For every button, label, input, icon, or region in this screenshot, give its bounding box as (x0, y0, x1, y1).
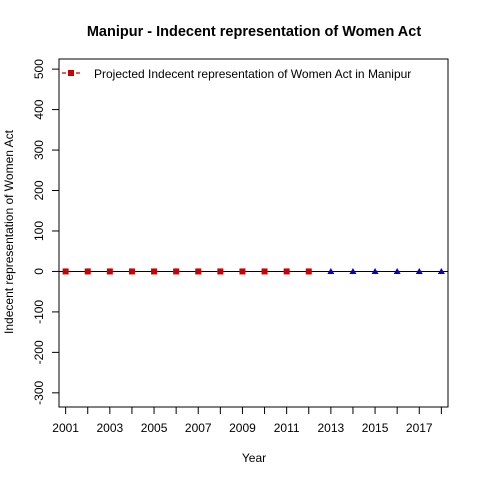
data-point-triangle (327, 267, 335, 274)
data-point-triangle (415, 267, 423, 274)
series-group (62, 267, 445, 275)
y-tick-label: 0 (32, 268, 46, 275)
x-axis-label: Year (242, 451, 266, 465)
x-tick-label: 2009 (229, 421, 256, 435)
data-point-square (151, 268, 158, 275)
x-axis: 2001 2003 2005 2007 2009 2011 2013 2015 2017 (52, 407, 442, 435)
y-tick-label: -100 (32, 300, 46, 324)
y-tick-label: 500 (32, 59, 46, 79)
legend: Projected Indecent representation of Wom… (62, 67, 411, 81)
y-tick-label: 100 (32, 221, 46, 241)
y-tick-label: 400 (32, 99, 46, 119)
data-point-square (305, 268, 312, 275)
plot-frame (58, 58, 449, 408)
x-tick-label: 2011 (274, 421, 300, 435)
y-axis: -300 -200 -100 0 100 200 300 400 500 (32, 59, 59, 405)
data-point-triangle (393, 267, 401, 274)
data-point-square (283, 268, 290, 275)
y-tick-label: -300 (32, 381, 46, 405)
chart-title: Manipur - Indecent representation of Wom… (87, 24, 422, 40)
data-point-square (261, 268, 268, 275)
data-point-square (173, 268, 180, 275)
x-tick-label: 2013 (318, 421, 345, 435)
data-point-triangle (349, 267, 357, 274)
data-point-square (106, 268, 113, 275)
data-point-square (62, 268, 69, 275)
y-tick-label: 200 (32, 180, 46, 200)
legend-label: Projected Indecent representation of Wom… (94, 67, 411, 81)
x-tick-label: 2003 (96, 421, 123, 435)
data-point-triangle (437, 267, 445, 274)
data-point-square (217, 268, 224, 275)
legend-square-marker (68, 70, 74, 76)
x-tick-label: 2001 (52, 421, 79, 435)
y-axis-label: Indecent representation of Women Act (2, 129, 16, 334)
x-tick-label: 2017 (406, 421, 433, 435)
x-tick-label: 2007 (185, 421, 212, 435)
data-point-square (84, 268, 91, 275)
x-tick-label: 2005 (141, 421, 168, 435)
x-tick-label: 2015 (362, 421, 389, 435)
data-point-square (195, 268, 202, 275)
data-point-square (239, 268, 246, 275)
y-tick-label: 300 (32, 140, 46, 160)
data-point-square (128, 268, 135, 275)
y-tick-label: -200 (32, 340, 46, 364)
data-point-triangle (371, 267, 379, 274)
